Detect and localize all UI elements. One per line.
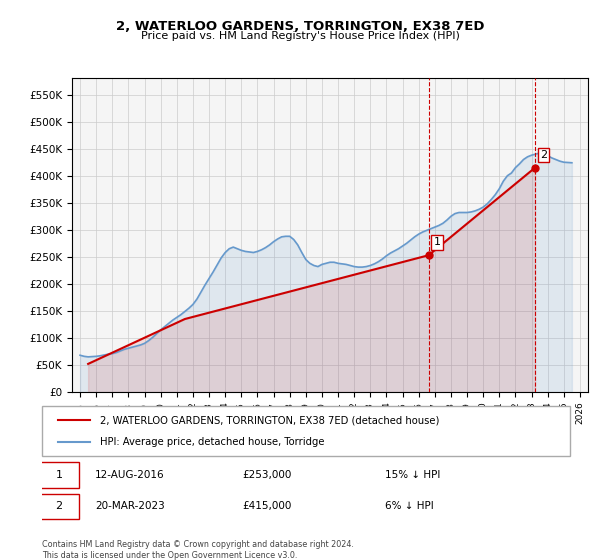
Text: 6% ↓ HPI: 6% ↓ HPI bbox=[385, 501, 434, 511]
Text: HPI: Average price, detached house, Torridge: HPI: Average price, detached house, Torr… bbox=[100, 437, 325, 447]
Text: £253,000: £253,000 bbox=[242, 470, 292, 480]
Text: Contains HM Land Registry data © Crown copyright and database right 2024.
This d: Contains HM Land Registry data © Crown c… bbox=[42, 540, 354, 560]
FancyBboxPatch shape bbox=[42, 406, 570, 456]
Text: 2: 2 bbox=[540, 150, 547, 160]
Text: 15% ↓ HPI: 15% ↓ HPI bbox=[385, 470, 440, 480]
Text: 12-AUG-2016: 12-AUG-2016 bbox=[95, 470, 164, 480]
Text: 1: 1 bbox=[55, 470, 62, 480]
Text: 2, WATERLOO GARDENS, TORRINGTON, EX38 7ED (detached house): 2, WATERLOO GARDENS, TORRINGTON, EX38 7E… bbox=[100, 415, 439, 425]
Text: 20-MAR-2023: 20-MAR-2023 bbox=[95, 501, 164, 511]
FancyBboxPatch shape bbox=[40, 493, 79, 520]
Text: 1: 1 bbox=[434, 237, 440, 248]
FancyBboxPatch shape bbox=[40, 462, 79, 488]
Text: Price paid vs. HM Land Registry's House Price Index (HPI): Price paid vs. HM Land Registry's House … bbox=[140, 31, 460, 41]
Text: 2: 2 bbox=[55, 501, 62, 511]
Text: 2, WATERLOO GARDENS, TORRINGTON, EX38 7ED: 2, WATERLOO GARDENS, TORRINGTON, EX38 7E… bbox=[116, 20, 484, 32]
Text: £415,000: £415,000 bbox=[242, 501, 292, 511]
